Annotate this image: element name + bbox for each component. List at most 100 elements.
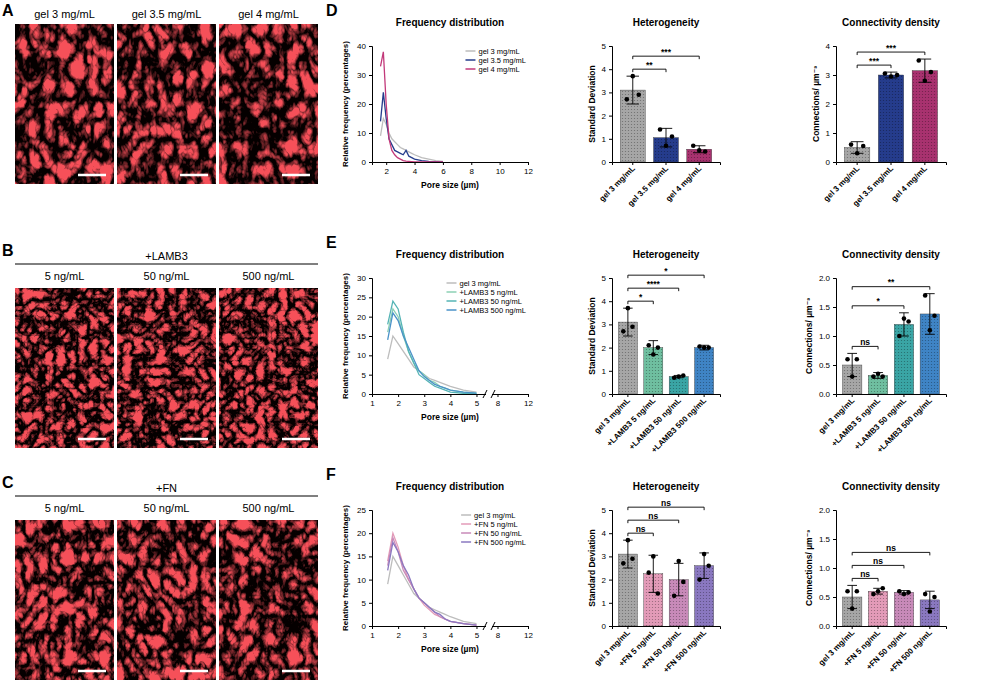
bar <box>894 592 913 626</box>
microscopy-ground <box>219 520 318 680</box>
tick-label: 5 <box>362 599 367 608</box>
tick-mark <box>369 133 372 134</box>
data-point <box>861 144 866 149</box>
tick: 0.0 <box>819 390 836 399</box>
tick-label: 10 <box>357 576 366 585</box>
data-point <box>928 328 933 333</box>
tick-label: 0 <box>602 158 607 167</box>
series-line <box>388 313 477 393</box>
tick: 4 <box>602 65 612 74</box>
bar-chart: Connectivity densitygel 3 mg/mL+LAMB3 5 … <box>804 249 946 455</box>
chart-title: Frequency distribution <box>396 481 504 492</box>
microscopy-image <box>15 24 114 184</box>
tick-mark <box>609 556 612 557</box>
tick-mark <box>833 75 836 76</box>
tick-mark <box>609 46 612 47</box>
axis-line <box>833 279 837 395</box>
tick: 1.5 <box>819 303 836 312</box>
tick-label: 10 <box>496 167 505 176</box>
data-point <box>706 345 711 350</box>
tick-mark <box>833 162 836 163</box>
tick-mark <box>398 626 399 629</box>
tick-mark <box>924 162 925 165</box>
tick-mark <box>369 278 372 279</box>
panel-letter: F <box>326 466 336 483</box>
scale-bar <box>282 174 310 177</box>
data-point <box>656 345 661 350</box>
tick: 1 <box>602 599 612 608</box>
tick: 3 <box>602 552 612 561</box>
data-point <box>850 606 855 611</box>
data-point <box>855 357 860 362</box>
tick-label: 0.5 <box>819 593 831 602</box>
series-line <box>381 52 443 162</box>
plot-marks <box>618 306 713 394</box>
tick: 10 <box>357 129 372 138</box>
tick: 1 <box>370 394 375 408</box>
tick: 0 <box>362 158 372 167</box>
tick: 1 <box>370 626 375 640</box>
chart-title: Connectivity density <box>842 17 940 28</box>
tick-mark <box>369 603 372 604</box>
tick: 15 <box>357 332 372 341</box>
tick-label: 8 <box>470 167 475 176</box>
tick: 30 <box>357 274 372 283</box>
tick-mark <box>833 568 836 569</box>
tick-mark <box>369 162 372 163</box>
data-point <box>672 375 677 380</box>
tick-mark <box>627 626 628 629</box>
data-point <box>871 374 876 379</box>
data-point <box>636 92 641 97</box>
x-axis: gel 3 mg/mL+LAMB3 5 ng/mL+LAMB3 50 ng/mL… <box>817 394 947 455</box>
plot-marks <box>844 58 937 162</box>
legend-label: +FN 500 ng/mL <box>474 538 526 547</box>
tick-label: 12 <box>524 399 533 408</box>
scale-bar <box>78 174 106 177</box>
scale-bar <box>282 670 310 673</box>
group-heading: +LAMB3 <box>145 250 188 262</box>
x-axis-title: Pore size (µm) <box>421 412 479 422</box>
tick-mark <box>609 603 612 604</box>
tick-label: 25 <box>357 506 366 515</box>
tick-mark <box>666 162 667 165</box>
microscopy-image <box>117 24 216 184</box>
tick: 2 <box>396 394 401 408</box>
significance-label: ** <box>646 60 653 70</box>
legend: gel 3 mg/mL+LAMB3 5 ng/mL+LAMB3 50 ng/mL… <box>446 279 526 315</box>
tick-label: 10 <box>357 129 366 138</box>
tick-mark <box>500 162 501 165</box>
tick-label: gel 4 mg/mL <box>664 164 703 203</box>
tick: 4 <box>602 297 612 306</box>
image-panel: Agel 3 mg/mLgel 3.5 mg/mLgel 4 mg/mL <box>2 2 318 184</box>
tick-label: 3 <box>602 552 607 561</box>
data-point <box>897 334 902 339</box>
axis-break-mark <box>483 622 495 630</box>
tick-mark <box>369 355 372 356</box>
tick: 8 <box>496 394 501 408</box>
data-point <box>703 149 708 154</box>
tick-label: 2 <box>396 399 401 408</box>
error-bar <box>847 585 857 608</box>
legend-item: gel 3.5 mg/mL <box>465 56 526 65</box>
tick-mark <box>369 510 372 511</box>
tick-mark <box>369 297 372 298</box>
tick: 0 <box>362 622 372 631</box>
panel-letter: D <box>326 2 338 19</box>
data-point <box>855 589 860 594</box>
tick: 1 <box>602 367 612 376</box>
tick-label: 5 <box>475 631 480 640</box>
tick: gel 4 mg/mL <box>890 162 929 203</box>
tick-mark <box>929 394 930 397</box>
axis-line <box>373 395 529 398</box>
tick-mark <box>609 626 612 627</box>
legend-swatch <box>446 291 456 293</box>
tick-label: 0 <box>362 622 367 631</box>
series-line <box>388 533 477 625</box>
microscopy-ground <box>117 24 216 184</box>
significance-label: ns <box>860 337 870 347</box>
data-point <box>626 538 631 543</box>
tick: 0 <box>826 158 836 167</box>
tick-label: 3 <box>602 320 607 329</box>
tick-mark <box>833 307 836 308</box>
data-point <box>697 148 702 153</box>
